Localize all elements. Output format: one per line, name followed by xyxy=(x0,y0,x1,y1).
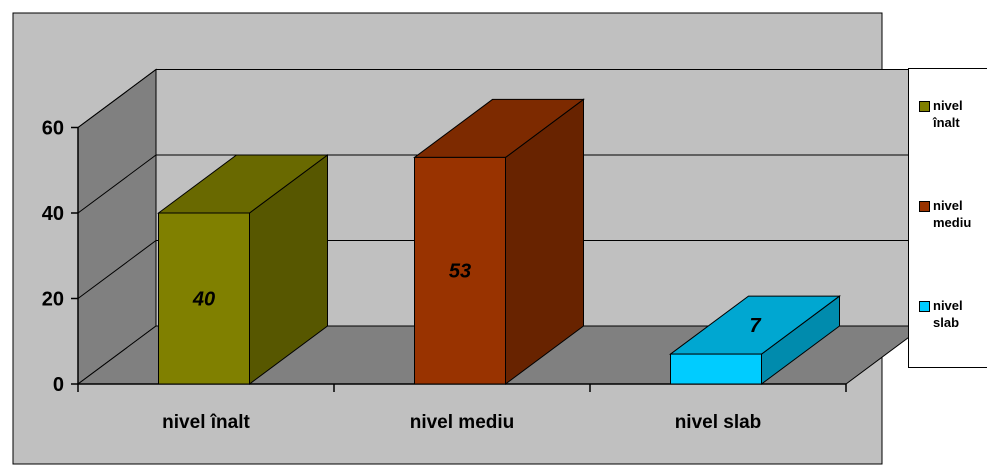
data-label: 40 xyxy=(192,289,215,311)
gridline xyxy=(77,69,924,128)
x-tick-label: nivel mediu xyxy=(410,412,515,433)
legend-label: nivel slab xyxy=(933,298,963,330)
y-tick-label: 60 xyxy=(42,118,64,140)
y-tick-label: 0 xyxy=(53,374,64,396)
y-tick-label: 40 xyxy=(42,203,64,225)
data-label: 7 xyxy=(749,315,761,337)
legend-swatch xyxy=(919,301,930,312)
gridline xyxy=(77,240,924,299)
bar-front xyxy=(158,212,250,385)
legend-label: nivel înalt xyxy=(933,98,963,130)
bar-front xyxy=(670,353,762,385)
bar-nivel-înalt xyxy=(156,154,330,385)
x-tick-label: nivel slab xyxy=(675,412,762,433)
bar-nivel-mediu xyxy=(412,98,586,385)
gridline xyxy=(77,154,924,214)
bar-nivel-slab xyxy=(668,295,842,385)
legend-swatch xyxy=(919,201,930,212)
data-label: 53 xyxy=(449,261,471,283)
legend: nivel înalt nivel mediu nivel slab xyxy=(908,68,987,368)
x-tick-label: nivel înalt xyxy=(162,412,250,433)
bar-front xyxy=(414,156,506,385)
legend-label: nivel mediu xyxy=(933,198,972,230)
y-tick-label: 20 xyxy=(42,289,64,311)
legend-swatch xyxy=(919,101,930,112)
